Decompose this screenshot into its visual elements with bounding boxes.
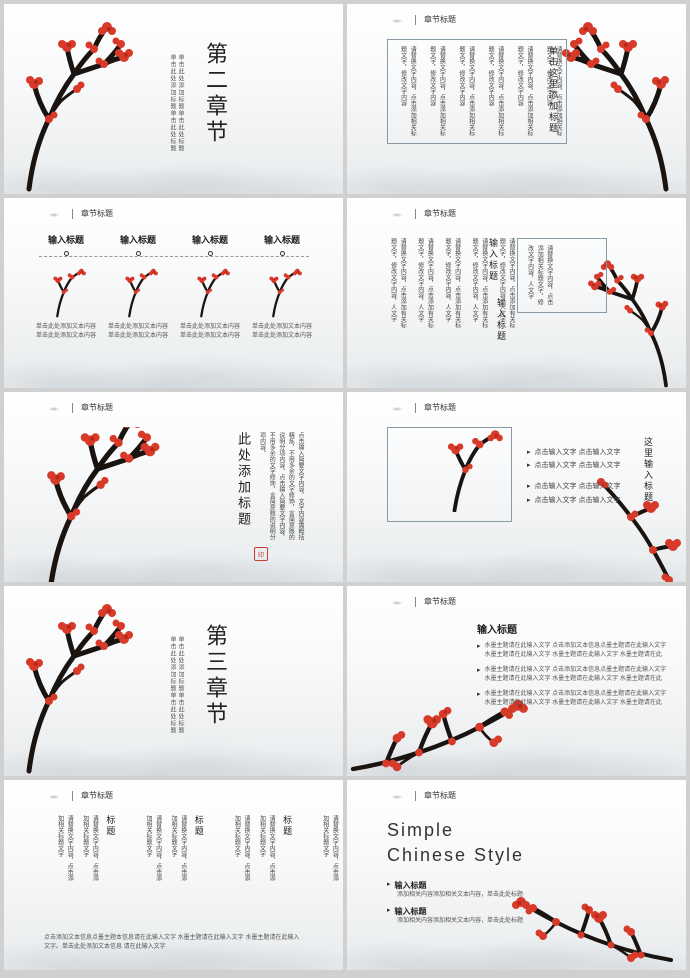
chapter-title: 第三章节 (199, 624, 231, 728)
chapter-sub: 单击此处添加标题单击此处标题 (176, 636, 185, 734)
slide-5: 章节标题 此处添加标题 点击输入简要文字内容，文字内容需概括精炼，不用多余的文字… (4, 392, 343, 582)
vcol: 请替换文字内容，点击添加相关标题文字 请替换文字内容，点击添加相关标题文字 标题 (231, 815, 294, 885)
slide-chapter-3: 第三章节 单击此处添加标题单击此处标题 单击此处添加标题单击此处标题 (4, 586, 343, 776)
timeline-item: 输入标题 单击此处添加文本内容 单击此处添加文本内容 (34, 233, 98, 341)
bullet-item: 水墨主题请在此输入文字 点击添加文本信息点墨主题请在此输入文字 水墨主题请在此输… (477, 642, 667, 660)
bullet-item: 点击输入文字 点击输入文字 (527, 460, 627, 471)
slide-10: 章节标题 Simple Chinese Style 输入标题 添加相关内容添加相… (347, 780, 686, 970)
slide-3: 章节标题 输入标题 单击此处添加文本内容 单击此处添加文本内容 输入标题 单击此… (4, 198, 343, 388)
slide-header: 章节标题 (387, 14, 456, 25)
slide-header: 章节标题 (44, 790, 113, 801)
slide-8: 章节标题 输入标题 水墨主题请在此输入文字 点击添加文本信息点墨主题请在此输入文… (347, 586, 686, 776)
timeline-item: 输入标题 单击此处添加文本内容 单击此处添加文本内容 (250, 233, 314, 341)
seal-icon: 印 (254, 547, 268, 561)
slide-header: 章节标题 (44, 402, 113, 413)
slide-header: 章节标题 (387, 596, 456, 607)
bullet-item: 点击输入文字 点击输入文字 (527, 447, 627, 458)
slide-grid: 第二章节 单击此处添加标题单击此处标题 单击此处添加标题单击此处标题 章节标题 … (4, 4, 686, 970)
slide-6: 章节标题 这里输入标题 点击输入文字 点击输入文字 点击输入文字 点击输入文字 … (347, 392, 686, 582)
slide-9: 章节标题 请替换文字内容，点击添加相关标题文字 请替换文字内容，点击添加相关标题… (4, 780, 343, 970)
vcol: 请替换文字内容，点击添加相关标题文字 请替换文字内容，点击添加相关标题文字 标题 (142, 815, 205, 885)
chapter-sub: 单击此处添加标题单击此处标题 (168, 636, 177, 734)
slide-2: 章节标题 单击这里添加标题 请替换文字内容，点击添加相关标题文字，修改文字内容 … (347, 4, 686, 194)
bullet-item: 点击输入文字 点击输入文字 (527, 495, 627, 506)
timeline-item: 输入标题 单击此处添加文本内容 单击此处添加文本内容 (106, 233, 170, 341)
slide-header: 章节标题 (387, 208, 456, 219)
bullet-item: 点击输入文字 点击输入文字 (527, 481, 627, 492)
slide5-title: 此处添加标题 (234, 432, 253, 528)
vcol: 请替换文字内容，点击添加相关标题文字 请替换文字内容，点击添加相关标题文字 标题 (319, 815, 343, 885)
chapter-sub: 单击此处添加标题单击此处标题 (168, 54, 177, 152)
slide-chapter-2: 第二章节 单击此处添加标题单击此处标题 单击此处添加标题单击此处标题 (4, 4, 343, 194)
slide-4: 章节标题 请替换文字内容，点击添加相关标题文字，修改文字内容，人文字 输入标题 … (347, 198, 686, 388)
slide-header: 章节标题 (387, 790, 456, 801)
bullet-item: 水墨主题请在此输入文字 点击添加文本信息点墨主题请在此输入文字 水墨主题请在此输… (477, 666, 667, 684)
chapter-title: 第二章节 (199, 42, 231, 146)
slide9-foot: 点击添加文本信息点墨主题本信息请在此输入文字 水墨主题请在此输入文字 水墨主题请… (44, 934, 304, 952)
bullet-item: 水墨主题请在此输入文字 点击添加文本信息点墨主题请在此输入文字 水墨主题请在此输… (477, 690, 667, 708)
chapter-sub: 单击此处添加标题单击此处标题 (176, 54, 185, 152)
slide-header: 章节标题 (44, 208, 113, 219)
list-item: 输入标题 添加相关内容添加相关文本内容，单击此处标题 (387, 906, 537, 926)
big-title-1: Simple (387, 820, 524, 841)
list-item: 输入标题 添加相关内容添加相关文本内容，单击此处标题 (387, 880, 537, 900)
timeline-item: 输入标题 单击此处添加文本内容 单击此处添加文本内容 (178, 233, 242, 341)
slide-header: 章节标题 (387, 402, 456, 413)
slide6-vtitle: 这里输入标题 (642, 437, 655, 503)
slide8-title: 输入标题 (477, 621, 667, 636)
big-title-2: Chinese Style (387, 845, 524, 866)
vcol: 请替换文字内容，点击添加相关标题文字 请替换文字内容，点击添加相关标题文字 标题 (54, 815, 117, 885)
slide5-body: 点击输入简要文字内容，文字内容需概括精炼，不用多余的文字修饰，言简意赅的说明分项… (259, 432, 304, 542)
